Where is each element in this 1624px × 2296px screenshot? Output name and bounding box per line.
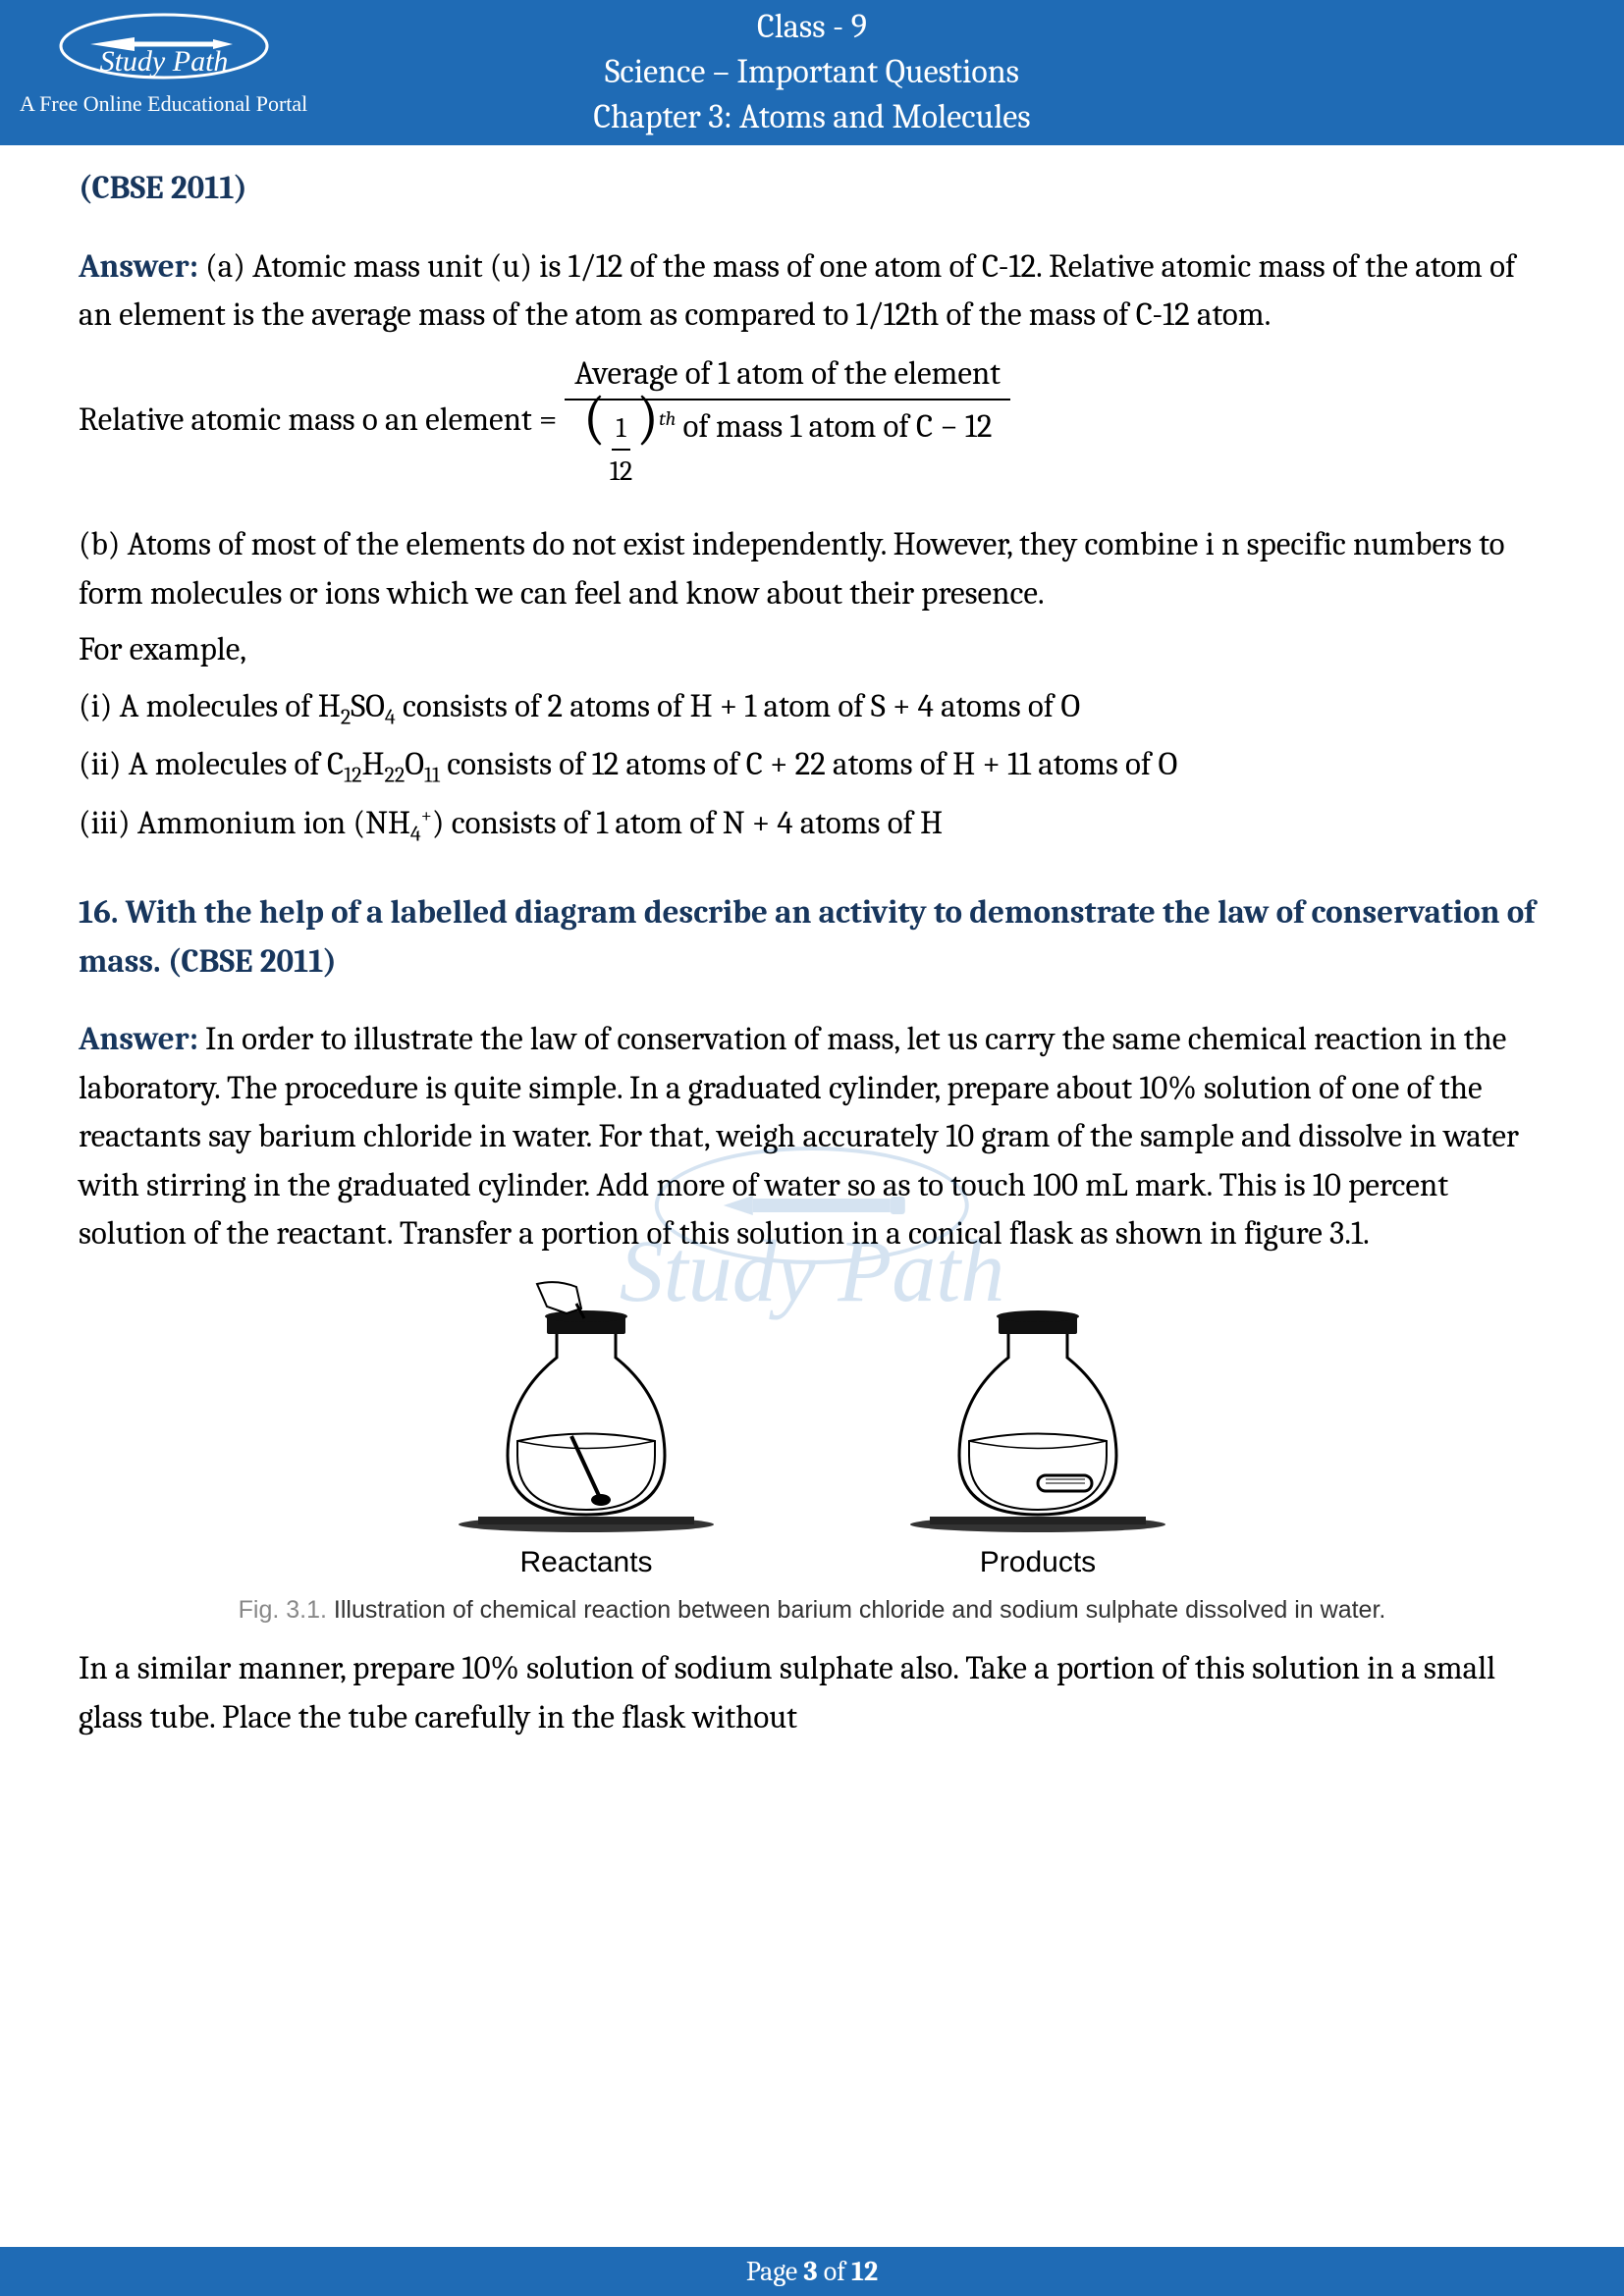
flask-label-reactants: Reactants: [519, 1540, 652, 1584]
answer-b-p1: (b) Atoms of most of the elements do not…: [79, 521, 1545, 618]
footer-mid: of: [818, 2256, 852, 2287]
sub: 4: [385, 704, 396, 729]
flask-row: Reactants Products: [449, 1279, 1175, 1584]
sub: 4: [410, 821, 421, 846]
page-content: Study Path (CBSE 2011) Answer: (a) Atomi…: [0, 145, 1624, 1868]
formula-left: Relative atomic mass o an element =: [79, 397, 557, 446]
footer-current: 3: [803, 2256, 817, 2287]
th-super: th: [659, 407, 676, 430]
paren-open: (: [583, 384, 606, 452]
paren-close: ): [636, 384, 659, 452]
flask-reactants: Reactants: [449, 1279, 724, 1584]
sub: 12: [344, 763, 361, 788]
sub: 11: [424, 763, 440, 788]
flask-products: Products: [900, 1279, 1175, 1584]
txt: (i) A molecules of H: [79, 688, 341, 725]
fig-prefix: Fig. 3.1.: [239, 1596, 327, 1624]
txt: (iii) Ammonium ion (NH: [79, 805, 410, 842]
answer-a-text: (a) Atomic mass unit (u) is 1/12 of the …: [79, 248, 1515, 335]
page-header: Study Path A Free Online Educational Por…: [0, 0, 1624, 145]
answer-16-text: In order to illustrate the law of conser…: [79, 1021, 1519, 1253]
txt: SO: [351, 688, 385, 725]
figure-3-1: Reactants Products Fig. 3.1: [79, 1279, 1545, 1627]
answer-label-16: Answer:: [79, 1021, 198, 1058]
cbse-year-tag: (CBSE 2011): [79, 165, 1545, 214]
footer-prefix: Page: [746, 2256, 804, 2287]
txt: ) consists of 1 atom of N + 4 atoms of H: [432, 805, 943, 842]
footer-total: 12: [851, 2256, 878, 2287]
study-path-logo-icon: Study Path: [56, 10, 272, 83]
txt: O: [405, 746, 424, 783]
answer-16-p2: In a similar manner, prepare 10% solutio…: [79, 1645, 1545, 1742]
relative-atomic-mass-formula: Relative atomic mass o an element = Aver…: [79, 350, 1545, 493]
sub: 2: [341, 704, 351, 729]
answer-b-example: For example,: [79, 626, 1545, 675]
formula-den-tail: of mass 1 atom of C − 12: [676, 408, 992, 446]
txt: H: [361, 746, 384, 783]
answer-16: Answer: In order to illustrate the law o…: [79, 1016, 1545, 1259]
answer-b-i: (i) A molecules of H2SO4 consists of 2 a…: [79, 683, 1545, 734]
question-16: 16. With the help of a labelled diagram …: [79, 889, 1545, 987]
answer-b-iii: (iii) Ammonium ion (NH4+) consists of 1 …: [79, 800, 1545, 851]
formula-fraction: Average of 1 atom of the element (112)th…: [565, 350, 1010, 493]
txt: consists of 2 atoms of H + 1 atom of S +…: [396, 688, 1080, 725]
logo-tagline: A Free Online Educational Portal: [20, 91, 307, 117]
txt: (ii) A molecules of C: [79, 746, 344, 783]
formula-numerator: Average of 1 atom of the element: [565, 350, 1010, 401]
page-footer: Page 3 of 12: [0, 2247, 1624, 2296]
flask-reactants-icon: [449, 1279, 724, 1534]
svg-text:Study Path: Study Path: [99, 45, 228, 78]
formula-denominator: (112)th of mass 1 atom of C − 12: [573, 400, 1002, 492]
fig-caption-text: Illustration of chemical reaction betwee…: [327, 1596, 1385, 1624]
flask-label-products: Products: [980, 1540, 1096, 1584]
answer-b-ii: (ii) A molecules of C12H22O11 consists o…: [79, 741, 1545, 792]
sup: +: [421, 804, 432, 827]
logo-block: Study Path A Free Online Educational Por…: [20, 10, 307, 117]
one-twelfth: 112: [606, 407, 636, 492]
txt: consists of 12 atoms of C + 22 atoms of …: [440, 746, 1177, 783]
sub: 22: [384, 763, 405, 788]
flask-products-icon: [900, 1279, 1175, 1534]
answer-label: Answer:: [79, 248, 198, 286]
figure-caption: Fig. 3.1. Illustration of chemical react…: [239, 1594, 1386, 1627]
answer-a: Answer: (a) Atomic mass unit (u) is 1/12…: [79, 243, 1545, 341]
